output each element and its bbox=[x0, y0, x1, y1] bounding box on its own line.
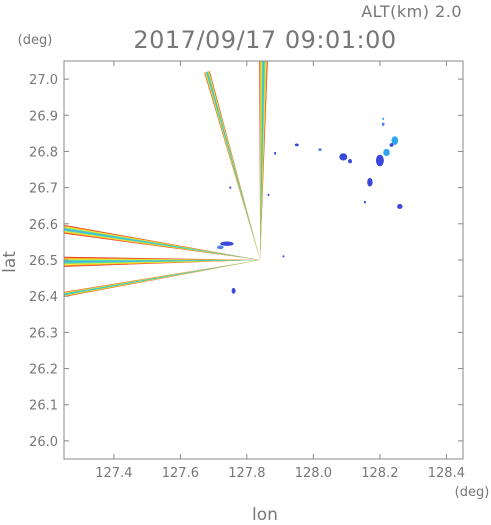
beam-band bbox=[260, 61, 264, 260]
beam-band bbox=[64, 228, 261, 260]
y-tick-label: 26.8 bbox=[29, 145, 58, 160]
y-tick-label: 26.9 bbox=[29, 109, 58, 124]
y-tick-label: 26.7 bbox=[29, 182, 58, 197]
y-tick-label: 26.0 bbox=[29, 435, 58, 450]
chart-title: 2017/09/17 09:01:00 bbox=[133, 26, 396, 54]
echo-patch bbox=[397, 204, 403, 209]
x-tick-label: 128.4 bbox=[428, 466, 465, 481]
beam-west bbox=[64, 256, 261, 267]
x-tick-label: 128.2 bbox=[361, 466, 398, 481]
y-tick-label: 26.2 bbox=[29, 363, 58, 378]
beam-band bbox=[260, 61, 266, 260]
beam-band bbox=[64, 260, 261, 297]
y-tick-label: 26.5 bbox=[29, 254, 58, 269]
beam-band bbox=[206, 71, 261, 260]
echo-patch bbox=[220, 241, 234, 246]
beam-north-west bbox=[204, 71, 261, 261]
y-tick-label: 26.1 bbox=[29, 399, 58, 414]
x-axis-label: lon bbox=[252, 505, 278, 521]
beam-band bbox=[64, 226, 261, 260]
beam-band bbox=[206, 71, 261, 260]
echo-patch bbox=[339, 153, 348, 161]
x-tick-label: 127.6 bbox=[162, 466, 199, 481]
beam-band bbox=[64, 225, 261, 260]
echo-patch bbox=[318, 148, 322, 152]
x-tick-label: 127.8 bbox=[228, 466, 265, 481]
beam-band bbox=[64, 260, 261, 297]
y-tick-label: 26.6 bbox=[29, 218, 58, 233]
beam-band bbox=[205, 71, 261, 260]
echo-patch bbox=[267, 193, 270, 196]
plot-content bbox=[64, 61, 403, 297]
beam-band bbox=[205, 71, 261, 261]
echo-patch bbox=[367, 177, 373, 187]
axes-layer: 127.4 127.6 127.8 128.0 128.2 128.4 26.0 26.1 26… bbox=[29, 61, 465, 481]
beam-band bbox=[64, 260, 261, 296]
echo-patch bbox=[383, 148, 390, 157]
x-tick-label: 128.0 bbox=[295, 466, 332, 481]
echo-patch bbox=[348, 159, 352, 164]
y-unit-label: (deg) bbox=[18, 33, 53, 48]
beam-band bbox=[64, 225, 261, 260]
echo-patch bbox=[274, 151, 277, 155]
y-tick-label: 26.4 bbox=[29, 290, 58, 305]
beam-band bbox=[64, 260, 261, 264]
beam-band bbox=[64, 260, 261, 295]
beam-band bbox=[64, 260, 261, 263]
echo-patch bbox=[391, 136, 399, 145]
echo-patch bbox=[294, 143, 299, 147]
echo-patch bbox=[381, 122, 385, 127]
beam-band bbox=[64, 227, 261, 260]
echo-patch bbox=[375, 154, 384, 167]
beam-band bbox=[260, 61, 265, 260]
echo-patch bbox=[229, 186, 232, 189]
plot-frame bbox=[63, 60, 464, 460]
beam-west-upper bbox=[64, 225, 261, 260]
beam-north bbox=[259, 61, 268, 260]
beam-band bbox=[204, 71, 261, 260]
echo-patch bbox=[389, 143, 394, 147]
y-tick-label: 26.3 bbox=[29, 326, 58, 341]
echo-patch bbox=[231, 287, 236, 294]
beam-west-lower bbox=[64, 260, 261, 297]
echo-patch bbox=[282, 255, 285, 258]
beam-band bbox=[64, 228, 261, 260]
echo-patch bbox=[363, 200, 366, 204]
echo-patch bbox=[217, 245, 224, 250]
beam-band bbox=[64, 260, 261, 296]
beam-band bbox=[204, 71, 261, 260]
y-axis-label: lat bbox=[0, 251, 20, 273]
beam-band bbox=[64, 260, 261, 296]
echo-patch bbox=[382, 117, 385, 120]
y-tick-label: 27.0 bbox=[29, 73, 58, 88]
x-unit-label: (deg) bbox=[455, 485, 490, 500]
altitude-label: ALT(km) 2.0 bbox=[361, 2, 462, 21]
x-tick-label: 127.4 bbox=[95, 466, 132, 481]
